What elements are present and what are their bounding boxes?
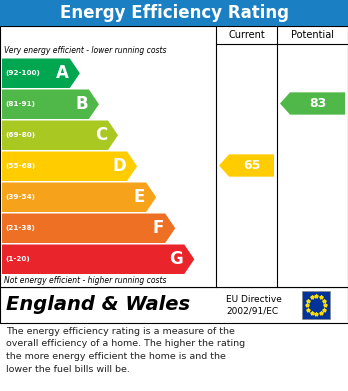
Polygon shape — [2, 151, 137, 181]
Text: Energy Efficiency Rating: Energy Efficiency Rating — [60, 4, 288, 22]
Polygon shape — [2, 183, 156, 212]
Polygon shape — [280, 92, 345, 115]
Bar — [302, 291, 330, 319]
Polygon shape — [2, 120, 118, 150]
Text: B: B — [75, 95, 88, 113]
Text: F: F — [153, 219, 164, 237]
Polygon shape — [2, 59, 80, 88]
Text: C: C — [95, 126, 107, 144]
Text: 65: 65 — [243, 159, 260, 172]
Text: (92-100): (92-100) — [5, 70, 40, 76]
Text: E: E — [134, 188, 145, 206]
Text: D: D — [112, 157, 126, 175]
Text: Potential: Potential — [291, 30, 334, 40]
Text: G: G — [169, 250, 183, 268]
Text: (39-54): (39-54) — [5, 194, 35, 200]
Polygon shape — [219, 154, 274, 177]
Text: 83: 83 — [309, 97, 326, 110]
Bar — [0, 26, 348, 287]
Text: (1-20): (1-20) — [5, 256, 30, 262]
Text: Current: Current — [228, 30, 265, 40]
Text: Very energy efficient - lower running costs: Very energy efficient - lower running co… — [4, 46, 166, 55]
Text: (55-68): (55-68) — [5, 163, 35, 169]
Polygon shape — [2, 213, 175, 243]
Text: A: A — [56, 64, 69, 82]
Bar — [0, 0, 348, 26]
Text: (81-91): (81-91) — [5, 101, 35, 107]
Text: EU Directive
2002/91/EC: EU Directive 2002/91/EC — [226, 294, 282, 316]
Text: (21-38): (21-38) — [5, 225, 35, 231]
Text: England & Wales: England & Wales — [6, 296, 190, 314]
Polygon shape — [2, 90, 99, 119]
Bar — [0, 287, 348, 323]
Text: The energy efficiency rating is a measure of the
overall efficiency of a home. T: The energy efficiency rating is a measur… — [6, 327, 245, 373]
Polygon shape — [2, 244, 194, 274]
Text: (69-80): (69-80) — [5, 132, 35, 138]
Text: Not energy efficient - higher running costs: Not energy efficient - higher running co… — [4, 276, 166, 285]
